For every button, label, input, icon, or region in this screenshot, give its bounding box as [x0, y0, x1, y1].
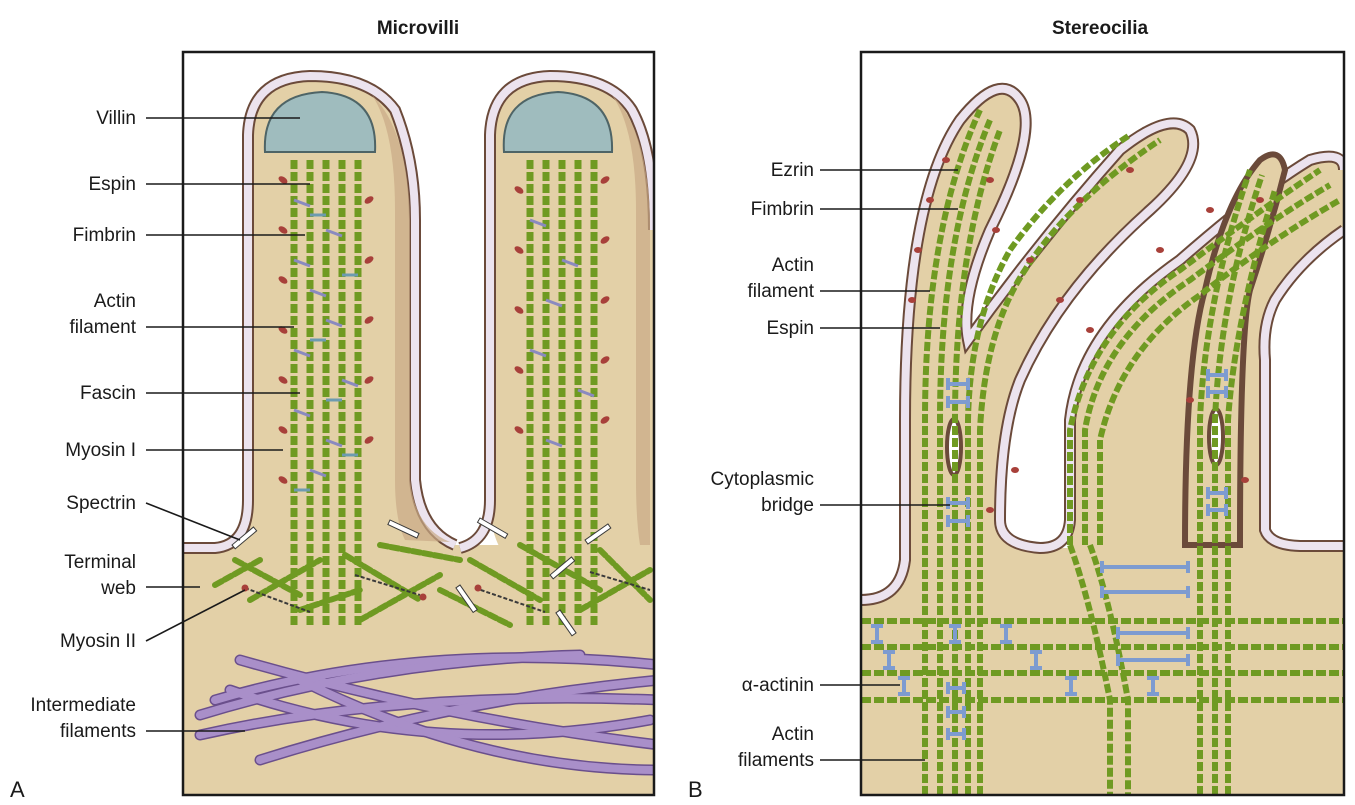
villin-cap-right: [502, 90, 614, 153]
label-cyto-bridge-line2: bridge: [761, 495, 814, 516]
horizontal-actin-filaments: [861, 618, 1344, 703]
label-alpha-actinin: α-actinin: [742, 675, 814, 696]
label-actin-filaments-line1: Actin: [772, 724, 814, 745]
label-intermediate-line2: filaments: [60, 721, 136, 742]
microvilli-labels: Villin Espin Fimbrin Actin filament Fasc…: [30, 108, 310, 742]
label-villin: Villin: [96, 108, 136, 129]
label-myosin-ii: Myosin II: [60, 631, 136, 652]
stereocilia-actin: [922, 108, 1342, 795]
label-espin-b: Espin: [766, 318, 814, 339]
actin-bundle-left: [290, 160, 362, 628]
label-fascin: Fascin: [80, 383, 136, 404]
stereocilia-panel: Stereocilia B: [688, 18, 1346, 802]
villin-cap-left: [263, 90, 377, 153]
alpha-actinin: [871, 369, 1228, 740]
label-intermediate-line1: Intermediate: [30, 695, 136, 716]
label-actin-filament-line1: Actin: [94, 291, 136, 312]
label-terminal-web-line2: web: [100, 578, 136, 599]
label-myosin-i: Myosin I: [65, 440, 136, 461]
microvilli-panel: Microvilli A: [10, 18, 656, 802]
microvillus-left: [183, 76, 654, 548]
stereocilia-labels: Ezrin Fimbrin Actin filament Espin Cytop…: [711, 160, 958, 771]
stereocilia-title: Stereocilia: [1052, 18, 1149, 39]
label-actin-filament-b-line1: Actin: [772, 255, 814, 276]
stereocilia-frame: [859, 50, 1346, 797]
label-actin-filament-b-line2: filament: [747, 281, 814, 302]
microvilli-title: Microvilli: [377, 18, 459, 39]
label-actin-filament-line2: filament: [69, 317, 136, 338]
panel-letter-a: A: [10, 777, 25, 802]
label-fimbrin: Fimbrin: [73, 225, 136, 246]
label-ezrin: Ezrin: [771, 160, 814, 181]
label-fimbrin-b: Fimbrin: [751, 199, 814, 220]
label-actin-filaments-line2: filaments: [738, 750, 814, 771]
microvilli-frame: [181, 50, 656, 797]
label-cyto-bridge-line1: Cytoplasmic: [711, 469, 814, 490]
label-terminal-web-line1: Terminal: [64, 552, 136, 573]
panel-letter-b: B: [688, 777, 703, 802]
label-espin: Espin: [88, 174, 136, 195]
label-spectrin: Spectrin: [66, 493, 136, 514]
